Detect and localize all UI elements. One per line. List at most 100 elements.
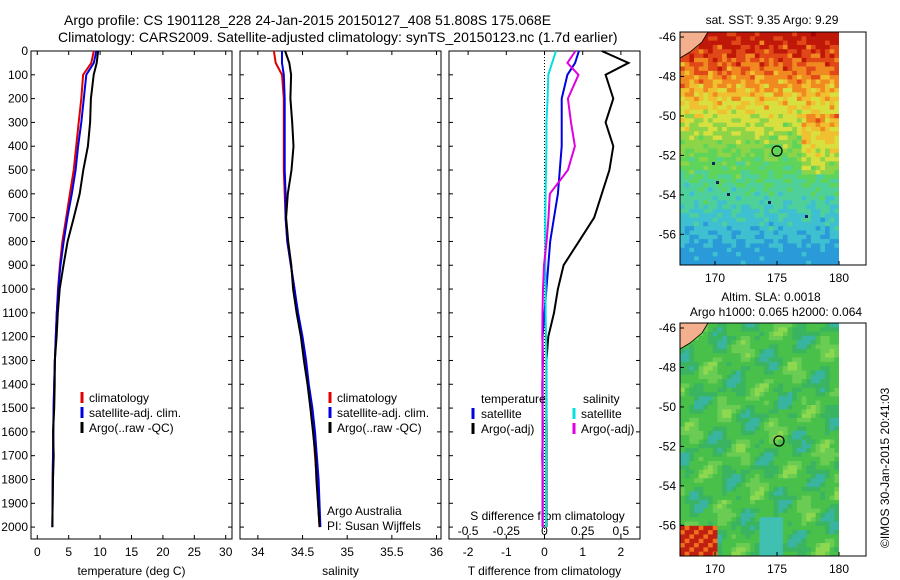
map-cell [806, 165, 812, 171]
map-cell [787, 452, 793, 458]
map-cell [796, 157, 802, 162]
map-cell [796, 32, 802, 37]
map-cell [689, 361, 695, 367]
lon-tick-label: 180 [829, 271, 849, 285]
map-cell [694, 478, 700, 484]
map-cell [810, 374, 817, 380]
map-cell [768, 474, 774, 479]
map-cell [726, 426, 732, 432]
map-cell [740, 105, 746, 111]
map-cell [773, 461, 779, 466]
map-cell [792, 400, 798, 406]
map-cell [806, 374, 812, 380]
map-cell [806, 131, 812, 136]
map-cell [820, 435, 826, 440]
map-cell [731, 247, 737, 253]
map-cell [782, 357, 788, 363]
map-cell [745, 551, 751, 557]
map-cell [684, 374, 690, 380]
map-cell [740, 353, 746, 358]
map-cell [717, 486, 723, 492]
map-cell [820, 409, 826, 415]
map-cell [787, 49, 793, 54]
map-cell [708, 79, 714, 85]
map-cell [792, 208, 798, 214]
map-cell [759, 517, 765, 522]
map-cell [736, 118, 742, 124]
map-cell [698, 543, 704, 548]
map-cell [726, 521, 732, 527]
map-cell [820, 353, 826, 358]
map-cell [726, 88, 732, 93]
map-cell [712, 366, 718, 371]
map-cell [782, 456, 788, 462]
map-cell [722, 361, 728, 367]
map-cell [764, 230, 770, 236]
map-cell [829, 482, 835, 488]
map-cell [722, 109, 728, 115]
map-cell [712, 170, 718, 175]
map-cell [717, 32, 723, 37]
map-cell [680, 525, 686, 531]
map-cell [745, 75, 751, 80]
map-cell [722, 101, 728, 106]
map-cell [750, 404, 756, 410]
map-cell [806, 387, 812, 393]
map-cell [717, 118, 723, 124]
map-cell [703, 170, 709, 175]
map-cell [764, 409, 770, 415]
map-cell [778, 469, 784, 475]
map-cell [796, 495, 802, 501]
map-cell [694, 504, 700, 509]
map-cell [815, 348, 821, 354]
map-cell [740, 439, 746, 445]
map-cell [722, 435, 728, 440]
map-cell [815, 157, 821, 162]
map-cell [726, 213, 732, 218]
credit-note: Argo Australia [327, 504, 402, 518]
map-cell [745, 543, 751, 548]
map-cell [782, 499, 788, 505]
map-cell [680, 234, 686, 240]
map-cell [815, 426, 821, 432]
map-cell [689, 113, 695, 119]
map-cell [782, 323, 788, 328]
map-cell [754, 53, 760, 59]
map-cell [829, 234, 835, 240]
map-cell [680, 213, 686, 218]
map-cell [801, 83, 807, 89]
map-cell [689, 491, 695, 496]
map-cell [722, 126, 728, 132]
map-cell [722, 469, 728, 475]
map-cell [708, 387, 714, 393]
map-cell [787, 221, 793, 227]
map-cell [754, 543, 760, 548]
map-cell [717, 187, 723, 193]
map-cell [698, 512, 704, 518]
map-cell [792, 495, 798, 501]
map-cell [745, 400, 751, 406]
map-cell [787, 66, 793, 72]
map-cell [759, 404, 765, 410]
map-cell [801, 404, 807, 410]
map-cell [829, 323, 835, 328]
map-cell [801, 323, 807, 328]
map-cell [754, 66, 760, 72]
map-cell [712, 448, 718, 453]
map-cell [773, 105, 779, 111]
map-cell [708, 452, 714, 458]
map-cell [806, 448, 812, 453]
map-cell [820, 208, 826, 214]
map-cell [824, 465, 831, 471]
map-cell [698, 383, 704, 389]
map-cell [806, 495, 812, 501]
map-cell [731, 191, 737, 197]
map-cell [708, 482, 714, 488]
map-cell [726, 109, 732, 115]
map-cell [764, 439, 770, 445]
map-cell [820, 374, 826, 380]
map-cell [778, 208, 784, 214]
map-cell [773, 417, 779, 423]
map-cell [773, 379, 779, 384]
